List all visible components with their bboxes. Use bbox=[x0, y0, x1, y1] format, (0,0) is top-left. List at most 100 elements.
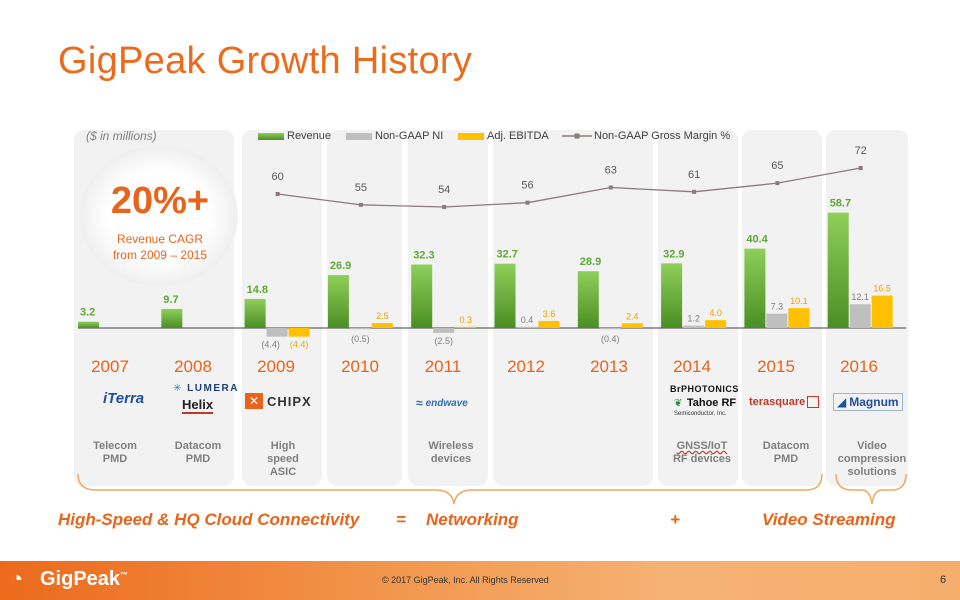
bar-revenue-2016 bbox=[827, 212, 849, 328]
cagr-caption-line1: Revenue CAGR bbox=[116, 232, 204, 246]
label-ebitda-2010: 2.5 bbox=[376, 311, 389, 321]
legend-margin: Non-GAAP Gross Margin % bbox=[562, 130, 730, 142]
terasquare-logo-text: terasquare bbox=[749, 396, 806, 408]
margin-label-2015: 65 bbox=[771, 160, 783, 172]
label-ni-2010: (0.5) bbox=[351, 334, 370, 344]
margin-point-2016 bbox=[858, 166, 863, 170]
bar-ebitda-2013 bbox=[621, 323, 643, 328]
year-label-2012: 2012 bbox=[507, 357, 545, 376]
footer-brand-tm: ™ bbox=[120, 570, 129, 580]
footer-brand-text: GigPeak bbox=[40, 568, 121, 590]
segment-line: solutions bbox=[847, 466, 897, 478]
bar-ebitda-2014 bbox=[705, 320, 727, 328]
video-brace bbox=[835, 473, 907, 505]
year-label-2008: 2008 bbox=[174, 357, 212, 376]
bar-ebitda-2012 bbox=[538, 320, 560, 328]
label-ebitda-2016: 16.5 bbox=[873, 284, 891, 294]
magnum-logo: ◢ Magnum bbox=[833, 393, 903, 411]
magnum-m-icon: ◢ bbox=[837, 395, 847, 409]
panel-2012-2013 bbox=[493, 130, 653, 486]
footer-logo: ◔ GigPeak™ bbox=[10, 566, 129, 591]
year-label-2007: 2007 bbox=[91, 357, 129, 376]
segment-line: RF devices bbox=[672, 453, 732, 465]
label-revenue-2015: 40.4 bbox=[746, 234, 768, 246]
networking-brace bbox=[77, 473, 823, 505]
margin-point-2015 bbox=[775, 181, 780, 186]
cagr-caption: Revenue CAGR from 2009 – 2015 bbox=[90, 231, 230, 263]
helix-logo: Helix bbox=[182, 397, 214, 414]
tahoe-logo-subtext: Semiconductor, Inc. bbox=[674, 411, 727, 417]
label-ni-2013: (0.4) bbox=[601, 334, 620, 344]
legend-label-margin: Non-GAAP Gross Margin % bbox=[594, 130, 731, 142]
bar-revenue-2013 bbox=[577, 271, 599, 328]
cagr-value: 20%+ bbox=[110, 180, 210, 222]
label-ebitda-2014: 4.0 bbox=[709, 308, 722, 318]
tahoe-leaf-icon: ❦ bbox=[674, 398, 683, 409]
tahoe-logo-text: Tahoe RF bbox=[686, 397, 737, 409]
segment-line: Datacom bbox=[174, 440, 222, 452]
margin-label-2016: 72 bbox=[855, 145, 867, 157]
label-ebitda-2011: 0.3 bbox=[459, 315, 472, 325]
tagline-equals: = bbox=[396, 510, 406, 529]
legend-marker-margin bbox=[562, 133, 592, 139]
segment-line: compression bbox=[837, 453, 907, 465]
margin-point-2009 bbox=[275, 192, 280, 196]
label-revenue-2010: 26.9 bbox=[330, 260, 351, 272]
bar-revenue-2012 bbox=[494, 263, 516, 328]
segment-line: PMD bbox=[185, 453, 211, 465]
label-ebitda-2015: 10.1 bbox=[790, 296, 808, 306]
footer-bar: ◔ GigPeak™ © 2017 GigPeak, Inc. All Righ… bbox=[0, 561, 960, 600]
margin-point-2014 bbox=[692, 189, 697, 194]
tagline-connectivity: High-Speed & HQ Cloud Connectivity bbox=[58, 510, 360, 529]
bar-ni-2015 bbox=[766, 313, 788, 328]
margin-label-2010: 55 bbox=[355, 182, 367, 194]
margin-label-2012: 56 bbox=[521, 180, 533, 192]
cagr-caption-line2: from 2009 – 2015 bbox=[112, 248, 208, 262]
bar-ni-2010 bbox=[349, 328, 371, 330]
label-ebitda-2009: (4.4) bbox=[290, 340, 309, 350]
bar-revenue-2008 bbox=[161, 308, 183, 328]
year-label-2016: 2016 bbox=[840, 357, 878, 376]
label-ni-2014: 1.2 bbox=[687, 314, 700, 324]
bar-ni-2009 bbox=[266, 328, 288, 337]
label-ni-2009: (4.4) bbox=[261, 340, 280, 350]
bar-ni-2011 bbox=[433, 328, 455, 333]
segment-line: ASIC bbox=[269, 466, 297, 478]
bar-revenue-2014 bbox=[661, 263, 683, 328]
label-ni-2016: 12.1 bbox=[851, 292, 869, 302]
segment-line: Video bbox=[857, 440, 887, 452]
year-label-2011: 2011 bbox=[424, 357, 462, 376]
legend-label-revenue: Revenue bbox=[287, 130, 332, 142]
margin-point-2010 bbox=[358, 202, 363, 207]
gross-margin-line bbox=[277, 167, 861, 208]
helix-logo-text: Helix bbox=[182, 397, 214, 412]
label-revenue-2007: 3.2 bbox=[80, 307, 95, 319]
tahoe-logo: ❦ Tahoe RF Semiconductor, Inc. bbox=[674, 397, 736, 419]
segment-2011: Wireless devices bbox=[411, 440, 491, 466]
bar-ni-2012 bbox=[516, 326, 538, 328]
segment-line: PMD bbox=[102, 453, 128, 465]
legend-swatch-revenue bbox=[258, 132, 284, 140]
label-ni-2012: 0.4 bbox=[521, 315, 534, 325]
bar-ni-2016 bbox=[849, 304, 871, 328]
label-ni-2011: (2.5) bbox=[434, 336, 453, 346]
terasquare-square-icon bbox=[807, 396, 820, 408]
terasquare-logo: terasquare bbox=[749, 396, 820, 408]
bar-revenue-2007 bbox=[78, 321, 99, 328]
bar-ebitda-2011 bbox=[455, 326, 477, 328]
segment-2008: Datacom PMD bbox=[158, 440, 238, 466]
legend-revenue: Revenue bbox=[258, 130, 331, 142]
bar-revenue-2011 bbox=[411, 264, 433, 328]
bar-ebitda-2010 bbox=[371, 323, 393, 328]
brphotonics-logo: BrPHOTONICS bbox=[670, 384, 739, 394]
chipx-logo-text: CHIPX bbox=[267, 393, 312, 409]
segment-line: High bbox=[270, 440, 296, 452]
margin-label-2009: 60 bbox=[271, 171, 283, 183]
lumera-logo-text: LUMERA bbox=[187, 383, 239, 394]
segment-line: Telecom bbox=[93, 440, 137, 452]
cagr-highlight bbox=[80, 146, 238, 286]
segment-2009: High speed ASIC bbox=[243, 440, 323, 479]
gigpeak-swirl-icon: ◔ bbox=[10, 566, 24, 591]
bar-revenue-2009 bbox=[244, 298, 266, 328]
